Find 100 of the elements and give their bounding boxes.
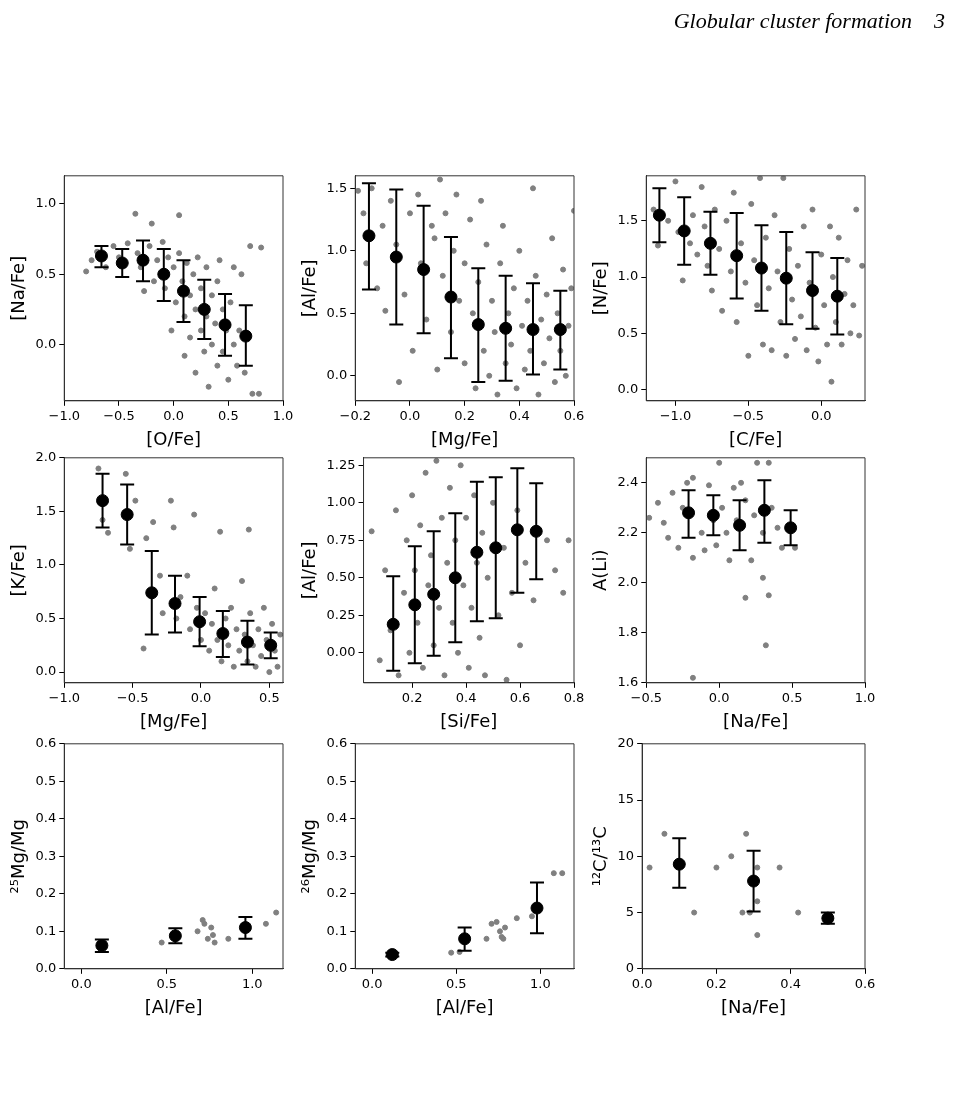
- x-tick-label: −0.2: [339, 407, 372, 423]
- y-tick-label: 0.1: [35, 922, 57, 938]
- y-tick-label: 1.0: [617, 268, 639, 284]
- y-tick-label: 2.0: [35, 449, 57, 465]
- y-tick-label: 0.25: [326, 606, 356, 622]
- y-tick-label: 2.0: [617, 574, 639, 590]
- y-tick-label: 0.6: [326, 735, 348, 751]
- x-tick-label: 0.0: [71, 975, 92, 991]
- y-tick-label: 0.4: [326, 810, 348, 826]
- y-tick-label: 0.5: [35, 265, 57, 281]
- y-axis-title: [Al/Fe]: [298, 541, 320, 600]
- y-tick-label: 2.2: [617, 524, 639, 540]
- y-tick-label: 1.5: [617, 212, 639, 228]
- x-tick-label: 0.5: [258, 689, 280, 705]
- y-tick-label: 0.3: [35, 847, 57, 863]
- x-axis-title: [Mg/Fe]: [139, 709, 208, 731]
- x-axis-title: [Al/Fe]: [144, 995, 203, 1017]
- y-tick-label: 15: [617, 791, 635, 807]
- y-tick-label: 1.0: [35, 195, 57, 211]
- y-tick-label: 0.5: [35, 609, 57, 625]
- y-tick-label: 20: [617, 735, 635, 751]
- y-axis-title: A(Li): [589, 549, 611, 591]
- x-tick-label: 0.2: [401, 689, 423, 705]
- text: 3: [934, 8, 945, 33]
- y-tick-label: 0.5: [326, 772, 348, 788]
- y-tick-label: 2.4: [617, 474, 639, 490]
- x-tick-label: 0.2: [454, 407, 475, 423]
- y-tick-label: 0.00: [326, 644, 356, 660]
- y-tick-label: 1.6: [617, 674, 639, 690]
- y-tick-label: 0.3: [326, 847, 348, 863]
- y-tick-label: 0.50: [326, 569, 356, 585]
- x-tick-label: 0.6: [563, 407, 585, 423]
- y-tick-label: 0.5: [617, 324, 639, 340]
- y-axis-title: [K/Fe]: [7, 544, 29, 597]
- x-tick-label: 0.8: [563, 689, 585, 705]
- y-tick-label: 5: [625, 903, 635, 919]
- y-tick-label: 0.0: [35, 335, 57, 351]
- x-tick-label: 0.5: [445, 975, 467, 991]
- x-axis-title: [Mg/Fe]: [430, 427, 499, 449]
- x-tick-label: −0.5: [116, 689, 149, 705]
- y-tick-label: 0.0: [35, 663, 57, 679]
- y-axis-title: [Al/Fe]: [298, 259, 320, 318]
- x-tick-label: 0.2: [706, 975, 727, 991]
- x-axis-title: [C/Fe]: [729, 427, 783, 449]
- x-tick-label: 0.0: [190, 689, 212, 705]
- x-axis-title: [Na/Fe]: [721, 995, 787, 1017]
- x-tick-label: 1.0: [241, 975, 263, 991]
- y-tick-label: 0.2: [35, 885, 57, 901]
- x-tick-label: 0.0: [399, 407, 421, 423]
- y-tick-label: 0.2: [326, 885, 348, 901]
- x-tick-label: 0.6: [854, 975, 876, 991]
- y-axis-title: [Na/Fe]: [7, 255, 29, 321]
- y-tick-label: 1.5: [35, 502, 57, 518]
- y-tick-label: 1.8: [617, 624, 639, 640]
- x-tick-label: 0.6: [509, 689, 531, 705]
- x-tick-label: 0.0: [361, 975, 383, 991]
- y-tick-label: 1.5: [326, 179, 348, 195]
- y-axis-title: ²⁵Mg/Mg: [7, 819, 29, 894]
- y-tick-label: 0.5: [326, 304, 348, 320]
- x-tick-label: 0.0: [810, 407, 832, 423]
- y-tick-label: 0.6: [35, 735, 57, 751]
- y-tick-label: 0: [625, 960, 635, 976]
- x-tick-label: −0.5: [630, 689, 663, 705]
- x-axis-title: [Si/Fe]: [440, 709, 498, 731]
- x-tick-label: 0.5: [156, 975, 178, 991]
- y-tick-label: 0.0: [35, 960, 57, 976]
- x-tick-label: 0.0: [163, 407, 184, 423]
- x-tick-label: 0.0: [708, 689, 730, 705]
- x-tick-label: −1.0: [48, 689, 81, 705]
- y-axis-title: ²⁶Mg/Mg: [298, 819, 320, 894]
- y-tick-label: 0.0: [326, 960, 348, 976]
- y-tick-label: 10: [617, 847, 635, 863]
- x-tick-label: −1.0: [48, 407, 81, 423]
- x-tick-label: −0.5: [103, 407, 135, 423]
- x-tick-label: 0.4: [780, 975, 802, 991]
- y-tick-label: 1.00: [326, 494, 356, 510]
- y-axis-title: [N/Fe]: [589, 261, 611, 316]
- x-tick-label: 0.4: [455, 689, 477, 705]
- y-tick-label: 1.0: [35, 556, 57, 572]
- y-tick-label: 1.0: [326, 242, 348, 258]
- y-tick-label: 0.75: [326, 531, 356, 547]
- y-tick-label: 0.5: [35, 772, 57, 788]
- x-axis-title: [O/Fe]: [146, 427, 201, 449]
- x-tick-label: 0.5: [781, 689, 803, 705]
- x-tick-label: −1.0: [659, 407, 692, 423]
- x-axis-title: [Na/Fe]: [723, 709, 789, 731]
- text: Globular cluster formation: [673, 8, 912, 33]
- x-tick-label: 1.0: [530, 975, 551, 991]
- x-tick-label: −0.5: [732, 407, 765, 423]
- x-tick-label: 0.5: [217, 407, 239, 423]
- x-tick-label: 1.0: [272, 407, 294, 423]
- x-axis-title: [Al/Fe]: [435, 995, 494, 1017]
- y-tick-label: 0.1: [326, 922, 348, 938]
- x-tick-label: 1.0: [854, 689, 876, 705]
- y-tick-label: 0.4: [35, 810, 57, 826]
- x-tick-label: 0.4: [508, 407, 530, 423]
- y-axis-title: ¹²C/¹³C: [589, 826, 611, 887]
- y-tick-label: 0.0: [326, 367, 348, 383]
- y-tick-label: 0.0: [617, 380, 639, 396]
- y-tick-label: 1.25: [326, 456, 356, 472]
